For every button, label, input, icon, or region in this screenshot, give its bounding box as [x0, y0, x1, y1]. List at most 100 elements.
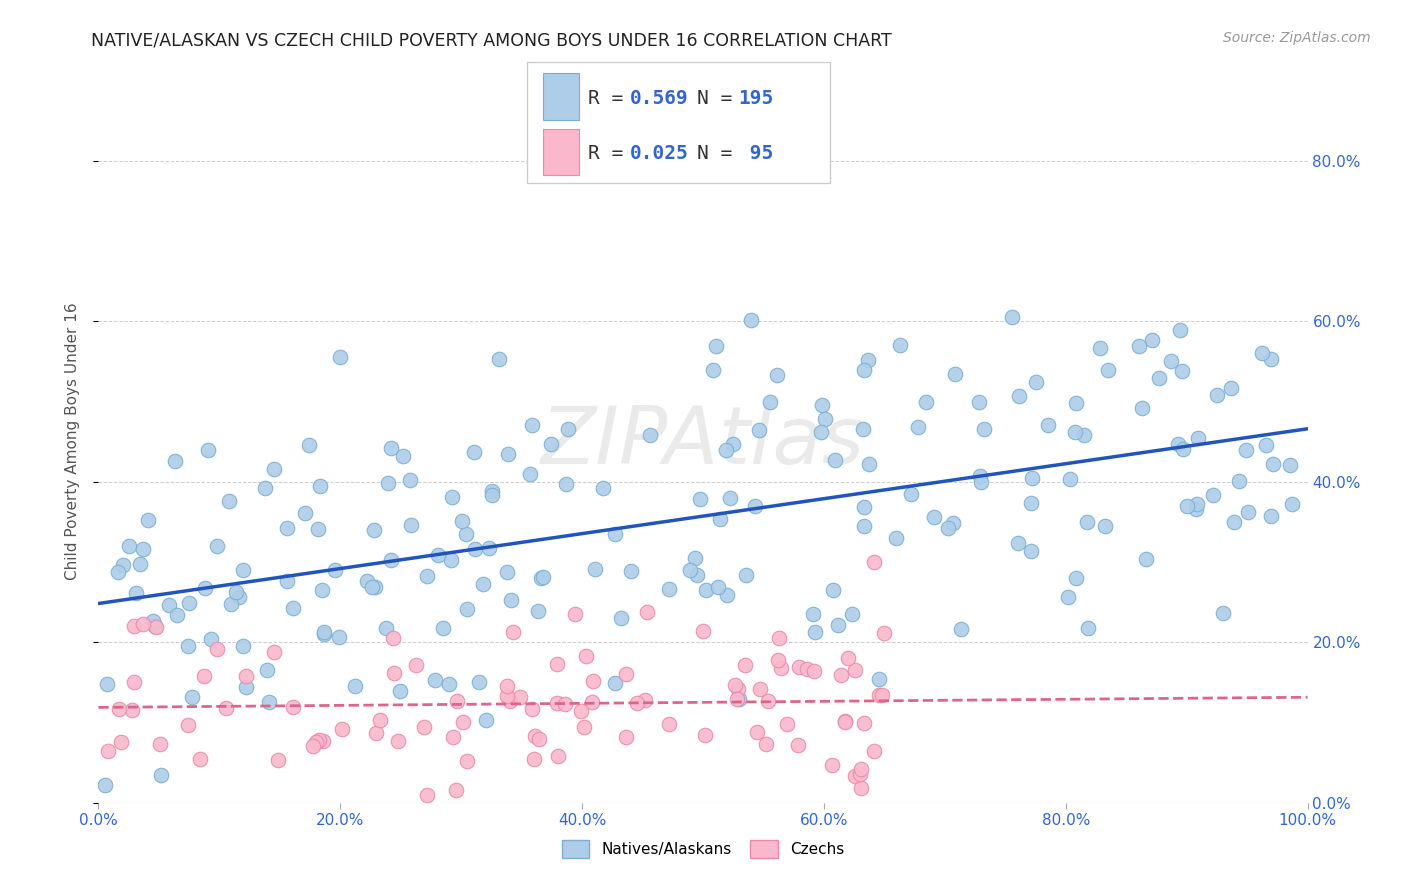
Point [439, 553, 461, 567]
Point [658, 582, 681, 597]
Point [382, 665, 405, 680]
Point [361, 580, 384, 594]
Point [830, 667, 852, 681]
Point [415, 569, 437, 583]
Point [1167, 437, 1189, 451]
Point [165, 454, 187, 468]
Point [1223, 515, 1246, 529]
Point [720, 491, 742, 505]
Point [475, 714, 498, 728]
Point [907, 420, 929, 434]
Point [1135, 552, 1157, 566]
Point [235, 680, 257, 694]
Point [796, 662, 818, 676]
Point [1019, 496, 1042, 510]
Point [463, 444, 485, 458]
Point [530, 571, 553, 585]
Point [377, 476, 399, 491]
Point [1173, 442, 1195, 456]
Point [446, 694, 468, 708]
Point [392, 449, 415, 463]
Point [582, 674, 605, 689]
Point [740, 313, 762, 327]
Point [177, 596, 200, 610]
Point [1237, 505, 1260, 519]
Point [692, 624, 714, 639]
Point [1073, 427, 1095, 442]
Point [546, 696, 568, 710]
Point [149, 768, 172, 782]
Point [1007, 535, 1029, 549]
Point [368, 713, 391, 727]
Text: R =: R = [588, 145, 634, 163]
Point [363, 523, 385, 537]
Point [766, 652, 789, 666]
Point [1001, 310, 1024, 324]
Point [546, 657, 568, 672]
Point [820, 758, 842, 772]
Point [862, 744, 884, 758]
Point [215, 701, 238, 715]
Point [787, 659, 810, 673]
Point [441, 730, 464, 744]
Point [136, 513, 159, 527]
Point [121, 703, 143, 717]
Point [636, 605, 658, 619]
Point [107, 565, 129, 579]
Point [837, 650, 859, 665]
Point [1149, 370, 1171, 384]
Point [97, 744, 120, 758]
Point [1227, 474, 1250, 488]
Point [456, 526, 478, 541]
Point [380, 553, 402, 567]
Point [380, 441, 402, 455]
Point [834, 714, 856, 729]
Point [852, 500, 875, 514]
Point [1205, 388, 1227, 402]
Point [108, 702, 131, 716]
Point [849, 766, 872, 780]
Point [886, 531, 908, 545]
Point [776, 717, 799, 731]
Point [205, 642, 228, 657]
Point [1094, 519, 1116, 533]
Y-axis label: Child Poverty Among Boys Under 16: Child Poverty Among Boys Under 16 [65, 302, 80, 581]
Point [768, 631, 790, 645]
Point [626, 697, 648, 711]
Point [1279, 458, 1302, 473]
Point [256, 663, 278, 677]
Point [583, 561, 606, 575]
Point [1251, 346, 1274, 360]
Text: 0.025: 0.025 [630, 145, 689, 163]
Point [706, 580, 728, 594]
Point [496, 690, 519, 704]
Point [704, 339, 727, 353]
Point [938, 521, 960, 535]
Point [766, 368, 789, 382]
Point [311, 582, 333, 597]
Point [498, 447, 520, 461]
Point [1185, 502, 1208, 516]
Point [575, 649, 598, 664]
Point [873, 626, 896, 640]
Point [157, 599, 180, 613]
Point [834, 714, 856, 728]
Point [481, 483, 503, 498]
Point [1234, 442, 1257, 457]
Point [495, 566, 517, 580]
Point [496, 680, 519, 694]
Point [399, 474, 422, 488]
Point [603, 527, 626, 541]
Point [444, 782, 467, 797]
Point [522, 702, 544, 716]
Point [427, 548, 450, 562]
Point [735, 568, 758, 582]
Point [581, 695, 603, 709]
Point [1171, 364, 1194, 378]
Point [727, 681, 749, 696]
Point [870, 688, 893, 702]
Point [520, 417, 543, 432]
Point [1254, 438, 1277, 452]
Point [519, 467, 541, 482]
Point [749, 682, 772, 697]
